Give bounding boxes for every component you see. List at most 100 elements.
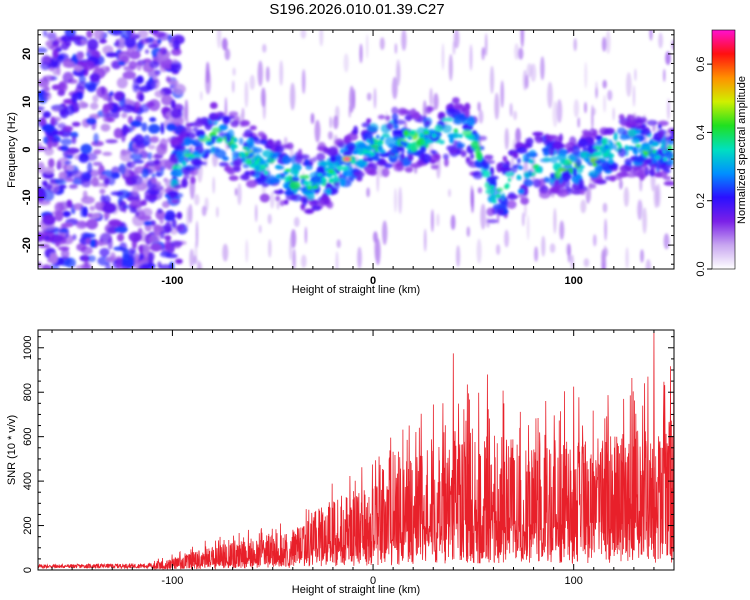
spectrogram-signal-cell <box>452 97 460 104</box>
spectrogram-signal-cell <box>240 120 250 127</box>
spectrogram-signal-cell <box>613 132 618 142</box>
spectrogram-signal-cell <box>664 150 674 160</box>
spectrogram-noise-cell <box>75 220 88 230</box>
spectrogram-signal-cell <box>408 136 412 141</box>
spectrogram-noise-cell <box>301 69 306 94</box>
spectrogram-noise-cell <box>268 239 272 258</box>
spectrogram-noise-cell <box>149 60 160 69</box>
spectrogram-noise-cell <box>353 88 356 110</box>
spectrogram-noise-cell <box>82 60 95 71</box>
spectrogram-noise-cell <box>612 107 615 121</box>
spectrogram-signal-cell <box>388 143 396 149</box>
spectrogram-signal-cell <box>635 115 641 122</box>
spectrogram-noise-cell <box>504 229 510 248</box>
snr-x-tick-label: 0 <box>370 575 376 587</box>
spectrogram-signal-cell <box>420 140 425 145</box>
spectrogram-noise-cell <box>41 55 52 66</box>
spectrogram-signal-cell <box>431 133 437 139</box>
spectrogram-signal-cell <box>425 105 432 114</box>
spectrogram-signal-cell <box>170 138 178 145</box>
spectrogram-signal-cell <box>232 151 240 158</box>
spectrogram-noise-cell <box>43 91 52 101</box>
spectrogram-noise-cell <box>642 207 647 234</box>
spectrogram-signal-cell <box>506 200 517 209</box>
spectrogram-signal-cell <box>261 183 269 188</box>
spectrogram-signal-cell <box>419 134 425 138</box>
spectrogram-noise-cell <box>147 252 154 265</box>
spectrogram-signal-cell <box>245 152 249 157</box>
spectrogram-signal-cell <box>242 146 248 150</box>
spectrogram-signal-cell <box>316 165 325 175</box>
spectrogram-noise-cell <box>570 254 574 269</box>
spectrogram-signal-cell <box>477 187 483 194</box>
spectrogram-signal-cell <box>263 175 268 181</box>
spectrogram-noise-cell <box>39 117 47 127</box>
spectrogram-noise-cell <box>245 239 249 263</box>
spectrogram-noise-cell <box>62 210 71 218</box>
spectrogram-noise-cell <box>49 252 58 264</box>
spectrogram-signal-cell <box>557 167 567 172</box>
spectrogram-noise-cell <box>366 92 372 101</box>
spectrogram-noise-cell <box>38 261 42 269</box>
spectrogram-signal-cell <box>362 157 374 162</box>
spectrogram-noise-cell <box>43 225 55 231</box>
spectrogram-noise-cell <box>92 94 99 103</box>
spectrogram-noise-cell <box>111 61 121 70</box>
spectrogram-signal-cell <box>228 111 239 117</box>
colorbar-tick-label: 0.2 <box>695 193 707 208</box>
spectrogram-signal-cell <box>290 154 296 165</box>
spectrogram-noise-cell <box>136 61 142 71</box>
colorbar-tick-label: 0.0 <box>695 261 707 276</box>
spectrogram-noise-cell <box>327 131 333 140</box>
spectrogram-signal-cell <box>668 159 674 166</box>
spectrogram-noise-cell <box>138 215 152 221</box>
spectrogram-signal-cell <box>649 163 657 170</box>
spectrogram-noise-cell <box>142 134 152 147</box>
spectrogram-y-tick-label: -20 <box>21 237 33 253</box>
spectrogram-noise-cell <box>477 101 481 112</box>
spectrogram-signal-cell <box>520 197 529 205</box>
spectrogram-signal-cell <box>188 139 196 145</box>
spectrogram-signal-cell <box>345 176 355 183</box>
spectrogram-noise-cell <box>60 42 70 51</box>
spectrogram-signal-cell <box>381 167 390 178</box>
spectrogram-signal-cell <box>528 169 533 178</box>
spectrogram-signal-cell <box>249 125 257 131</box>
spectrogram-noise-cell <box>580 199 587 214</box>
spectrogram-signal-cell <box>311 199 319 205</box>
spectrogram-signal-cell <box>516 146 528 154</box>
spectrogram-signal-cell <box>584 158 591 163</box>
spectrogram-signal-cell <box>654 155 661 160</box>
spectrogram-signal-cell <box>238 137 244 145</box>
spectrogram-signal-cell <box>492 199 497 204</box>
spectrogram-noise-cell <box>42 111 51 119</box>
colorbar-gradient <box>711 29 736 270</box>
spectrogram-noise-cell <box>262 43 267 53</box>
spectrogram-y-tick-label: -10 <box>21 189 33 205</box>
spectrogram-signal-cell <box>214 149 227 159</box>
spectrogram-signal-cell <box>334 174 338 181</box>
spectrogram-signal-cell <box>184 166 196 171</box>
spectrogram-noise-cell <box>89 205 96 211</box>
spectrogram-noise-cell <box>476 238 482 264</box>
spectrogram-signal-cell <box>242 132 251 138</box>
spectrogram-signal-cell <box>317 173 323 177</box>
spectrogram-signal-cell <box>321 176 326 182</box>
spectrogram-noise-cell <box>171 218 177 229</box>
spectrogram-noise-cell <box>139 244 144 254</box>
spectrogram-signal-cell <box>394 140 399 146</box>
spectrogram-noise-cell <box>80 143 92 154</box>
spectrogram-noise-cell <box>43 86 50 92</box>
spectrogram-noise-cell <box>349 85 355 113</box>
spectrogram-noise-cell <box>66 199 73 209</box>
spectrogram-noise-cell <box>667 98 670 120</box>
spectrogram-signal-cell <box>379 152 390 158</box>
snr-y-label: SNR (10 * v/v) <box>6 415 18 485</box>
snr-x-tick-label: -100 <box>161 575 183 587</box>
spectrogram-signal-cell <box>347 145 355 154</box>
spectrogram-noise-cell <box>93 149 102 155</box>
spectrogram-signal-cell <box>266 157 276 164</box>
spectrogram-signal-cell <box>326 173 332 178</box>
spectrogram-noise-cell <box>583 258 590 268</box>
spectrogram-signal-cell <box>400 153 405 160</box>
